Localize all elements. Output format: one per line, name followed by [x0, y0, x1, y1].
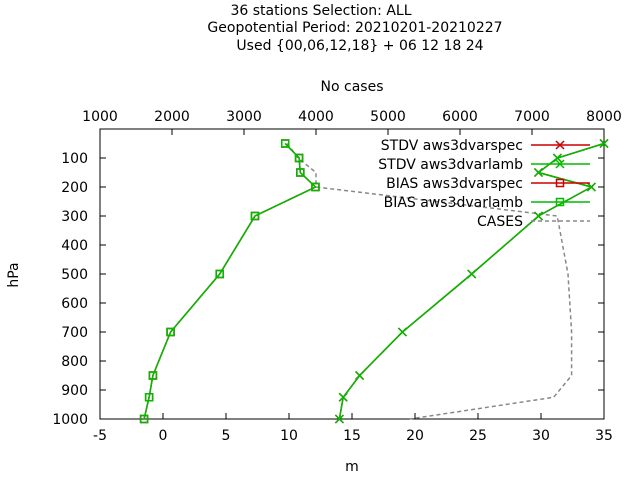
x-tick-label: 20 — [406, 428, 424, 444]
legend-item: BIAS aws3dvarspec — [386, 176, 590, 192]
y-tick-label: 500 — [61, 267, 88, 283]
data-point — [215, 269, 224, 279]
x-axis-label: m — [345, 459, 359, 475]
y-axis-label: hPa — [6, 262, 22, 287]
y-tick-label: 700 — [61, 325, 88, 341]
x-tick-label: 30 — [532, 428, 550, 444]
x-tick-label: 10 — [280, 428, 298, 444]
data-point — [338, 392, 348, 402]
x2-tick-label: 1000 — [82, 109, 118, 125]
data-point — [586, 182, 596, 192]
data-point — [599, 138, 609, 149]
data-point — [555, 159, 565, 169]
series-stdv-aws3dvarlamb — [334, 138, 609, 424]
y-tick-label: 900 — [61, 383, 88, 399]
y-tick-label: 600 — [61, 296, 88, 312]
x2-tick-label: 5000 — [370, 109, 406, 125]
x2-tick-label: 2000 — [154, 109, 190, 125]
plot-frame — [99, 128, 605, 420]
axis-ticks: -5 0 5 10 15 20 25 30 35 1000 2000 3000 4000 5000 6000… — [52, 109, 621, 444]
data-point — [296, 168, 305, 177]
series-line — [143, 142, 317, 420]
series-cases — [286, 143, 573, 420]
x-tick-label: 35 — [595, 428, 613, 444]
data-point — [533, 211, 544, 221]
data-point — [148, 371, 158, 380]
legend-item: BIAS aws3dvarlamb — [384, 195, 590, 211]
x-tick-label: 15 — [343, 428, 361, 444]
x2-tick-label: 4000 — [298, 109, 334, 125]
x2-tick-label: 3000 — [226, 109, 262, 125]
data-point — [555, 140, 565, 150]
data-point — [311, 182, 320, 192]
data-point — [355, 370, 365, 381]
legend-item: STDV aws3dvarspec — [381, 138, 590, 154]
x-tick-label: 5 — [222, 428, 231, 444]
data-point — [555, 197, 565, 207]
data-point — [250, 211, 260, 221]
y-tick-label: 400 — [61, 238, 88, 254]
y-tick-label: 1000 — [52, 412, 88, 428]
x2-tick-label: 8000 — [586, 109, 622, 125]
data-point — [555, 178, 565, 188]
legend: STDV aws3dvarspec STDV aws3dvarlamb BIAS a… — [378, 138, 590, 230]
data-point — [139, 414, 149, 424]
y-tick-label: 200 — [61, 180, 88, 196]
legend-item: STDV aws3dvarlamb — [378, 157, 590, 173]
series-lines — [139, 138, 609, 424]
legend-item: CASES — [477, 214, 590, 230]
legend-label: BIAS aws3dvarspec — [386, 176, 523, 192]
data-point — [166, 327, 175, 337]
legend-label: CASES — [477, 214, 523, 230]
legend-label: STDV aws3dvarspec — [381, 138, 523, 154]
y-tick-label: 800 — [61, 354, 88, 370]
chart-title-line-3: Used {00,06,12,18} + 06 12 18 24 — [236, 38, 483, 54]
x-tick-label: -5 — [93, 428, 107, 444]
x-tick-label: 0 — [159, 428, 168, 444]
x-tick-label: 25 — [469, 428, 487, 444]
data-point — [280, 139, 290, 148]
data-point — [397, 327, 407, 337]
legend-label: BIAS aws3dvarlamb — [384, 195, 523, 211]
data-point — [467, 269, 477, 279]
data-point — [294, 153, 304, 163]
chart-title-line-1: 36 stations Selection: ALL — [230, 3, 411, 19]
series-line — [143, 142, 317, 420]
x2-tick-label: 6000 — [442, 109, 478, 125]
series-line — [338, 142, 605, 420]
legend-label: STDV aws3dvarlamb — [378, 157, 523, 173]
chart-title-line-2: Geopotential Period: 20210201-20210227 — [207, 20, 502, 36]
data-point — [334, 414, 344, 424]
series-line — [286, 143, 573, 420]
y-tick-label: 100 — [61, 151, 88, 167]
x2-axis-label: No cases — [321, 79, 384, 95]
y-tick-label: 300 — [61, 209, 88, 225]
series-bias-aws3dvarlamb — [139, 139, 320, 424]
x2-tick-label: 7000 — [514, 109, 550, 125]
data-point — [533, 167, 544, 178]
series-bias-aws3dvarspec — [139, 139, 320, 424]
data-point — [144, 393, 154, 402]
data-point — [552, 153, 562, 163]
